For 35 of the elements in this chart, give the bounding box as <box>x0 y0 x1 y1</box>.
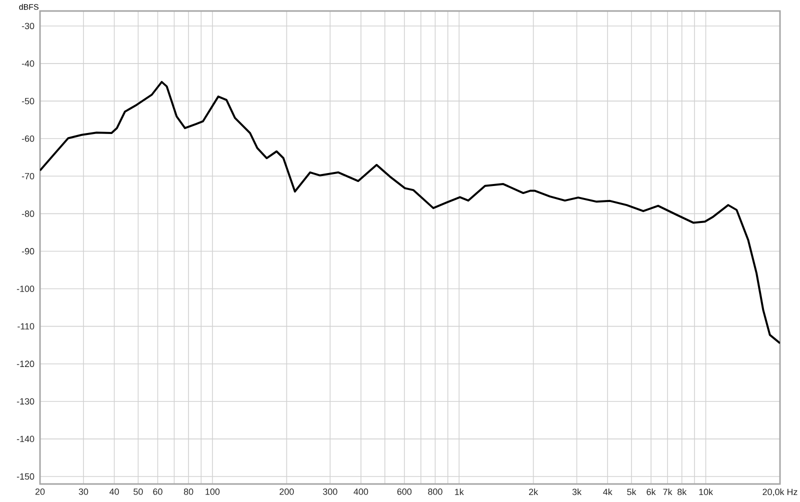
x-tick-label: 8k <box>678 488 687 496</box>
y-tick-label: -120 <box>16 360 34 368</box>
y-tick-label: -30 <box>22 22 34 30</box>
y-tick-label: -90 <box>22 248 34 254</box>
y-tick-label: -150 <box>16 473 34 480</box>
x-tick-label: 800 <box>428 488 442 495</box>
x-tick-label: 6k <box>646 488 656 496</box>
x-tick-label: 20 <box>35 488 45 495</box>
x-tick-label: 50 <box>134 488 143 495</box>
y-tick-label: -70 <box>22 172 34 180</box>
x-tick-label: 200 <box>280 488 294 495</box>
y-tick-label: -80 <box>22 210 34 217</box>
x-tick-label: 10k <box>699 488 714 496</box>
x-tick-label: 2k <box>529 488 538 495</box>
x-tick-label: 100 <box>206 488 220 495</box>
x-tick-label: 7k <box>663 488 672 495</box>
x-tick-label: 300 <box>322 488 338 495</box>
x-tick-label: 60 <box>153 488 162 495</box>
y-tick-label: -60 <box>22 135 34 142</box>
y-tick-label: -140 <box>16 436 34 442</box>
x-tick-label: 3k <box>572 488 582 496</box>
x-tick-label: 80 <box>184 488 194 495</box>
x-tick-label: 1k <box>455 488 464 495</box>
y-tick-label: -50 <box>22 98 34 104</box>
x-tick-label: 40 <box>109 488 119 495</box>
x-tick-label: 400 <box>354 488 368 495</box>
x-tick-label: 30 <box>78 488 88 495</box>
y-tick-label: -110 <box>18 323 34 330</box>
x-tick-label: 4k <box>603 488 612 495</box>
x-tick-label: 5k <box>627 488 636 496</box>
x-tick-label: 600 <box>397 488 412 495</box>
y-tick-label: -100 <box>16 286 34 292</box>
x-tick-label: 20,0k Hz <box>762 488 798 496</box>
y-tick-label: -130 <box>16 398 34 405</box>
y-tick-label: -40 <box>22 60 34 67</box>
